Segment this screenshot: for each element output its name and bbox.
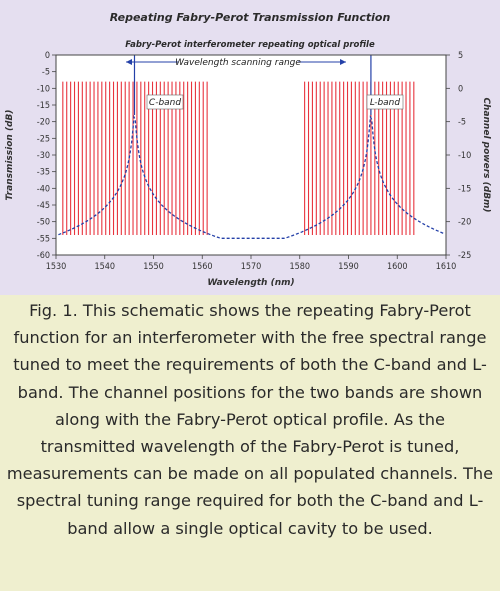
y-tick-label: -35 (37, 168, 50, 178)
y2-tick-label: 5 (458, 51, 463, 61)
y-tick-label: -25 (37, 134, 50, 144)
y-tick-label: -15 (37, 101, 50, 111)
y-axis-label: Transmission (dB) (5, 110, 15, 201)
x-tick-label: 1580 (289, 262, 310, 272)
figure-panel: Repeating Fabry-Perot Transmission Funct… (0, 0, 500, 295)
y-tick-label: -30 (37, 151, 50, 161)
x-tick-label: 1560 (192, 262, 213, 272)
x-axis-label: Wavelength (nm) (207, 278, 294, 288)
x-tick-label: 1570 (241, 262, 262, 272)
x-tick-label: 1550 (143, 262, 164, 272)
chart-subtitle: Fabry-Perot interferometer repeating opt… (125, 40, 375, 50)
y-tick-label: -5 (42, 68, 50, 78)
y-tick-label: -10 (37, 84, 50, 94)
y-tick-label: -20 (37, 118, 50, 128)
l-band-label: L-band (370, 98, 400, 108)
c-band-label: C-band (149, 98, 181, 108)
y-axis-left: 0 -5 -10 -15 -20 -25 -30 -35 -40 -45 -50 -55 -60 (37, 51, 56, 261)
y-tick-label: 0 (45, 51, 50, 61)
x-tick-label: 1540 (94, 262, 115, 272)
x-tick-label: 1590 (338, 262, 359, 272)
y-axis-right: 5 0 -5 -10 -15 -20 -25 (446, 51, 471, 261)
scan-arrow-left-head (126, 59, 132, 65)
y2-tick-label: 0 (458, 84, 463, 94)
x-tick-label: 1600 (387, 262, 408, 272)
figure-caption: Fig. 1. This schematic shows the repeati… (6, 301, 494, 538)
y2-tick-label: -5 (458, 118, 466, 128)
y2-tick-label: -10 (458, 151, 471, 161)
y-tick-label: -45 (37, 201, 50, 211)
y2-tick-label: -25 (458, 251, 471, 261)
y-tick-label: -40 (37, 184, 50, 194)
l-band-label-box: L-band (366, 94, 404, 110)
plot-area (56, 55, 446, 255)
x-axis: 1530 1540 1550 1560 1570 1580 1590 1600 1610 (46, 255, 457, 272)
scan-range-annotation: Wavelength scanning range (126, 55, 346, 68)
c-band-label-box: C-band (146, 94, 184, 110)
y2-axis-label: Channel powers (dBm) (481, 97, 491, 212)
y2-tick-label: -20 (458, 218, 471, 228)
x-tick-label: 1530 (46, 262, 67, 272)
fabry-perot-chart: Repeating Fabry-Perot Transmission Funct… (5, 11, 491, 288)
chart-title: Repeating Fabry-Perot Transmission Funct… (110, 11, 391, 24)
y-tick-label: -55 (37, 234, 50, 244)
y2-tick-label: -15 (458, 184, 471, 194)
y-tick-label: -50 (37, 218, 50, 228)
x-tick-label: 1610 (436, 262, 457, 272)
scan-arrow-right-head (340, 59, 346, 65)
profile-curve (58, 114, 444, 239)
scan-range-label: Wavelength scanning range (175, 58, 301, 68)
y-tick-label: -60 (37, 251, 50, 261)
